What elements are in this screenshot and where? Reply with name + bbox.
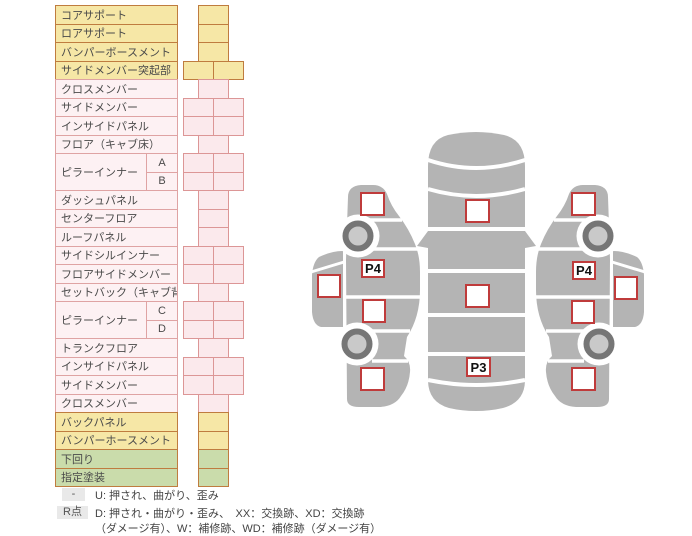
damage-marker-square[interactable] [360, 367, 385, 391]
damage-cell[interactable] [198, 23, 229, 43]
damage-cell-left[interactable] [183, 319, 214, 339]
part-row-label: ロアサポート [55, 23, 178, 43]
damage-marker-square[interactable] [571, 367, 596, 391]
part-row-label: バックパネル [55, 412, 178, 432]
part-row-label: フロア（キャブ床） [55, 134, 178, 154]
front-wheel-icon [582, 220, 614, 252]
damage-marker-square[interactable] [317, 274, 341, 298]
damage-marker-square[interactable] [465, 284, 490, 308]
part-row-label: センターフロア [55, 208, 178, 228]
part-row-label: 下回り [55, 449, 178, 469]
legend-text: （ダメージ有）、W：補修跡、WD：補修跡（ダメージ有） [95, 523, 382, 535]
part-row-label: セットバック（キャブ背） [55, 282, 178, 302]
part-row-label: ピラーインナー [55, 301, 147, 339]
damage-cell-right[interactable] [213, 245, 244, 265]
damage-cell-left[interactable] [183, 116, 214, 136]
damage-cell-right[interactable] [213, 319, 244, 339]
damage-marker-square[interactable] [362, 299, 386, 323]
damage-marker-square[interactable] [571, 300, 595, 324]
damage-cell-left[interactable] [183, 245, 214, 265]
damage-cell-right[interactable] [213, 171, 244, 191]
part-row-label: クロスメンバー [55, 79, 178, 99]
rear-wheel-icon [341, 328, 373, 360]
damage-cell-left[interactable] [183, 153, 214, 173]
damage-marker-p3[interactable]: P3 [466, 357, 491, 377]
damage-cell-left[interactable] [183, 60, 214, 80]
legend-text: U: 押され、曲がり、歪み [95, 490, 219, 502]
part-row-label: サイドシルインナー [55, 245, 178, 265]
part-sub-label: B [146, 171, 178, 191]
damage-cell[interactable] [198, 412, 229, 432]
part-row-label: ピラーインナー [55, 153, 147, 191]
damage-cell-left[interactable] [183, 171, 214, 191]
damage-cell[interactable] [198, 134, 229, 154]
damage-cell-left[interactable] [183, 301, 214, 321]
legend-badge: - [62, 488, 85, 501]
part-row-label: フロアサイドメンバー [55, 264, 178, 284]
damage-marker-p4[interactable]: P4 [572, 261, 596, 280]
part-row-label: インサイドパネル [55, 356, 178, 376]
legend-badge: R点 [57, 506, 88, 519]
part-row-label: インサイドパネル [55, 116, 178, 136]
part-row-label: バンパーボースメント [55, 42, 178, 62]
damage-cell[interactable] [198, 338, 229, 358]
damage-cell[interactable] [198, 282, 229, 302]
damage-cell-right[interactable] [213, 97, 244, 117]
damage-cell-left[interactable] [183, 375, 214, 395]
damage-cell[interactable] [198, 79, 229, 99]
rear-wheel-icon [583, 328, 615, 360]
damage-cell-left[interactable] [183, 97, 214, 117]
right-mirror-icon [525, 231, 536, 248]
damage-cell-left[interactable] [183, 264, 214, 284]
damage-cell-right[interactable] [213, 375, 244, 395]
damage-marker-square[interactable] [465, 199, 490, 223]
damage-cell-left[interactable] [183, 356, 214, 376]
damage-marker-square[interactable] [571, 192, 596, 216]
damage-cell[interactable] [198, 430, 229, 450]
damage-cell-right[interactable] [213, 116, 244, 136]
part-sub-label: D [146, 319, 178, 339]
parts-table: コアサポート ロアサポート バンパーボースメント サイドメンバー突起部 クロスメンバーサ… [0, 5, 692, 495]
damage-cell[interactable] [198, 393, 229, 413]
damage-cell-right[interactable] [213, 60, 244, 80]
part-row-label: ダッシュパネル [55, 190, 178, 210]
front-wheel-icon [342, 220, 374, 252]
part-row-label: コアサポート [55, 5, 178, 25]
left-mirror-icon [417, 231, 428, 248]
damage-cell[interactable] [198, 208, 229, 228]
damage-cell[interactable] [198, 227, 229, 247]
car-side-view-right [536, 185, 646, 407]
damage-cell-right[interactable] [213, 153, 244, 173]
damage-cell[interactable] [198, 190, 229, 210]
part-row-label: クロスメンバー [55, 393, 178, 413]
damage-cell-right[interactable] [213, 356, 244, 376]
part-row-label: サイドメンバー突起部 [55, 60, 178, 80]
damage-cell[interactable] [198, 449, 229, 469]
damage-cell-right[interactable] [213, 264, 244, 284]
legend-text: D: 押され・曲がり・歪み、 XX：交換跡、XD：交換跡 [95, 508, 365, 520]
damage-cell-right[interactable] [213, 301, 244, 321]
part-row-label: トランクフロア [55, 338, 178, 358]
part-sub-label: A [146, 153, 178, 173]
part-row-label: サイドメンバー [55, 97, 178, 117]
car-top-view [417, 132, 536, 411]
damage-cell[interactable] [198, 467, 229, 487]
damage-marker-p4[interactable]: P4 [361, 259, 385, 278]
part-row-label: バンパーホースメント [55, 430, 178, 450]
damage-marker-square[interactable] [614, 276, 638, 300]
damage-marker-square[interactable] [360, 192, 385, 216]
damage-cell[interactable] [198, 42, 229, 62]
part-row-label: 指定塗装 [55, 467, 178, 487]
damage-cell[interactable] [198, 5, 229, 25]
car-side-view-left [310, 185, 420, 407]
part-row-label: ルーフパネル [55, 227, 178, 247]
part-sub-label: C [146, 301, 178, 321]
part-row-label: サイドメンバー [55, 375, 178, 395]
